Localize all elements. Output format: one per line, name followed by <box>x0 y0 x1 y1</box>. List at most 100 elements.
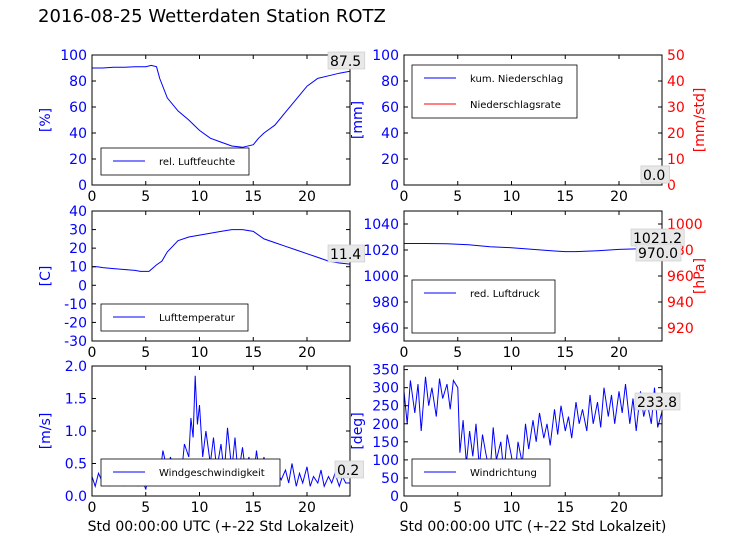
series-line <box>92 64 350 148</box>
y-tick-label: 960 <box>372 321 399 337</box>
legend-label: Lufttemperatur <box>159 313 236 324</box>
x-tick-label: 5 <box>141 500 150 516</box>
last-value-label-2: 0.0 <box>643 168 665 184</box>
x-tick-label: 15 <box>244 345 262 361</box>
y-tick-label: 80 <box>69 74 87 90</box>
y-axis-label: [C] <box>38 266 54 287</box>
x-tick-label: 20 <box>610 345 628 361</box>
x-axis-label: Std 00:00:00 UTC (+-22 Std Lokalzeit) <box>400 519 667 535</box>
series-line <box>92 229 350 272</box>
legend-label: Niederschlagsrate <box>470 100 561 111</box>
chart-temperature: 0 5 10 15 20 -30 -20 -10 0 10 20 30 40 [C] Lufttempera… <box>38 204 366 361</box>
y-axis-label: [%] <box>38 108 54 132</box>
y-tick-label-right: 40 <box>667 74 685 90</box>
y-tick-label: 0 <box>390 178 399 194</box>
last-value-label-bg <box>327 51 366 70</box>
legend-box <box>411 279 556 334</box>
y-tick-label: 0.5 <box>65 457 87 473</box>
y-tick-label: 10 <box>69 260 87 276</box>
x-tick-label: 0 <box>88 500 97 516</box>
legend: Windrichtung <box>411 458 551 487</box>
y-tick-label: 250 <box>372 399 399 415</box>
x-tick-label: 20 <box>610 189 628 205</box>
last-value-label: 233.8 <box>637 395 677 411</box>
y-tick-label: -20 <box>64 315 87 331</box>
series-group <box>404 243 662 253</box>
x-tick-label: 0 <box>88 345 97 361</box>
y-tick-label: 200 <box>372 417 399 433</box>
x-tick-label: 20 <box>298 189 316 205</box>
legend-label: Windrichtung <box>470 468 537 479</box>
y-tick-label: 980 <box>372 295 399 311</box>
x-tick-label: 10 <box>191 345 209 361</box>
x-tick-label: 0 <box>88 189 97 205</box>
y-tick-label: 150 <box>372 435 399 451</box>
y-tick-label: 50 <box>381 471 399 487</box>
x-tick-label: 10 <box>191 189 209 205</box>
y-tick-label: 30 <box>69 223 87 239</box>
x-tick-label: 5 <box>141 189 150 205</box>
x-tick-label: 15 <box>556 345 574 361</box>
x-tick-label: 15 <box>556 500 574 516</box>
y-tick-label: -30 <box>64 334 87 350</box>
y-tick-label-right: 920 <box>667 321 694 337</box>
plot-frame <box>403 54 663 186</box>
series-line <box>404 243 662 253</box>
y-tick-label: 0 <box>390 489 399 505</box>
x-tick-label: 15 <box>244 189 262 205</box>
y-tick-label: 350 <box>372 363 399 379</box>
x-tick-label: 0 <box>400 500 409 516</box>
last-value-label-bg <box>634 392 681 411</box>
y-tick-label: 1.5 <box>65 392 87 408</box>
legend-label: red. Luftdruck <box>470 289 540 300</box>
x-tick-label: 10 <box>503 189 521 205</box>
series-group <box>92 64 350 148</box>
legend-label: rel. Luftfeuchte <box>159 157 235 168</box>
y-axis-label-right: [mm/std] <box>692 88 708 153</box>
legend: Windgeschwindigkeit <box>100 458 281 487</box>
y-tick-label: 0 <box>78 278 87 294</box>
last-value-label-2: 970.0 <box>638 246 678 262</box>
y-tick-label: -10 <box>64 297 87 313</box>
x-tick-label: 20 <box>610 500 628 516</box>
y-axis-label: [deg] <box>350 412 366 449</box>
y-tick-label-right: 50 <box>667 48 685 64</box>
y-tick-label: 40 <box>381 126 399 142</box>
x-tick-label: 10 <box>191 500 209 516</box>
last-value-label: 11.4 <box>330 247 361 263</box>
x-tick-label: 5 <box>453 345 462 361</box>
last-value-label-bg <box>334 460 364 479</box>
x-tick-label: 20 <box>298 500 316 516</box>
y-tick-label: 20 <box>381 152 399 168</box>
x-tick-label: 5 <box>453 500 462 516</box>
x-tick-label: 10 <box>503 500 521 516</box>
plot-frame <box>403 365 663 497</box>
last-value-label: 87.5 <box>330 54 361 70</box>
x-tick-label: 15 <box>244 500 262 516</box>
x-tick-label: 15 <box>556 189 574 205</box>
chart-humidity: 0 5 10 15 20 0 20 40 60 80 100 [%] rel. Luftfeuchte 8… <box>38 48 366 205</box>
legend: rel. Luftfeuchte <box>100 147 250 176</box>
y-tick-label-right: 960 <box>667 269 694 285</box>
last-value-label-2-bg <box>635 243 682 262</box>
series-group <box>92 229 350 272</box>
y-tick-label: 20 <box>69 152 87 168</box>
y-tick-label: 80 <box>381 74 399 90</box>
y-tick-label: 100 <box>372 453 399 469</box>
y-tick-label: 2.0 <box>65 359 87 375</box>
x-tick-label: 5 <box>141 345 150 361</box>
legend-box <box>411 64 578 119</box>
chart-wind-speed: 0 5 10 15 20 0.0 0.5 1.0 1.5 2.0 [m/s] Std 00:00:00… <box>38 359 364 535</box>
y-axis-label: [m/s] <box>38 413 54 450</box>
plot-frame <box>91 210 351 342</box>
x-tick-label: 20 <box>298 345 316 361</box>
y-tick-label: 1.0 <box>65 424 87 440</box>
y-tick-label-right: 0 <box>667 178 676 194</box>
legend: kum. Niederschlag Niederschlagsrate <box>411 64 578 119</box>
y-tick-label: 40 <box>69 126 87 142</box>
y-tick-label: 300 <box>372 381 399 397</box>
legend-label: Windgeschwindigkeit <box>159 468 265 479</box>
y-tick-label: 60 <box>69 100 87 116</box>
